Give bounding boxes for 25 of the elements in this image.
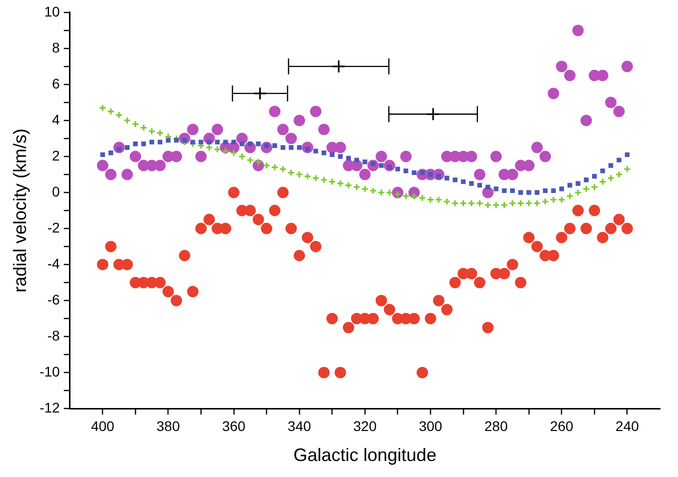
x-tick-label: 240: [616, 418, 640, 434]
y-tick-label: -12: [40, 399, 60, 416]
x-tick-label: 400: [90, 418, 115, 434]
y-tick-label: -10: [40, 363, 60, 380]
x-tick-label: 280: [484, 418, 508, 434]
y-tick-label: -2: [47, 219, 60, 236]
y-tick-label: 6: [52, 75, 60, 92]
x-tick-label: 360: [222, 418, 246, 434]
y-axis-title: radial velocity (km/s): [10, 128, 30, 293]
point: [332, 60, 346, 74]
point: [253, 86, 267, 100]
y-tick-label: 4: [52, 111, 60, 128]
x-tick-label: 380: [156, 418, 180, 434]
y-tick-label: -4: [47, 255, 60, 272]
x-tick-label: 260: [550, 418, 574, 434]
y-tick-label: -8: [47, 327, 60, 344]
y-tick-label: 0: [52, 183, 60, 200]
x-axis-title: Galactic longitude: [293, 445, 436, 466]
x-tick-label: 300: [418, 418, 442, 434]
y-tick-label: 10: [44, 3, 60, 20]
x-tick-label: 320: [353, 418, 377, 434]
y-tick-label: 2: [52, 147, 60, 164]
y-tick-label: -6: [47, 291, 60, 308]
y-tick-label: 8: [52, 39, 60, 56]
x-tick-label: 340: [288, 418, 312, 434]
